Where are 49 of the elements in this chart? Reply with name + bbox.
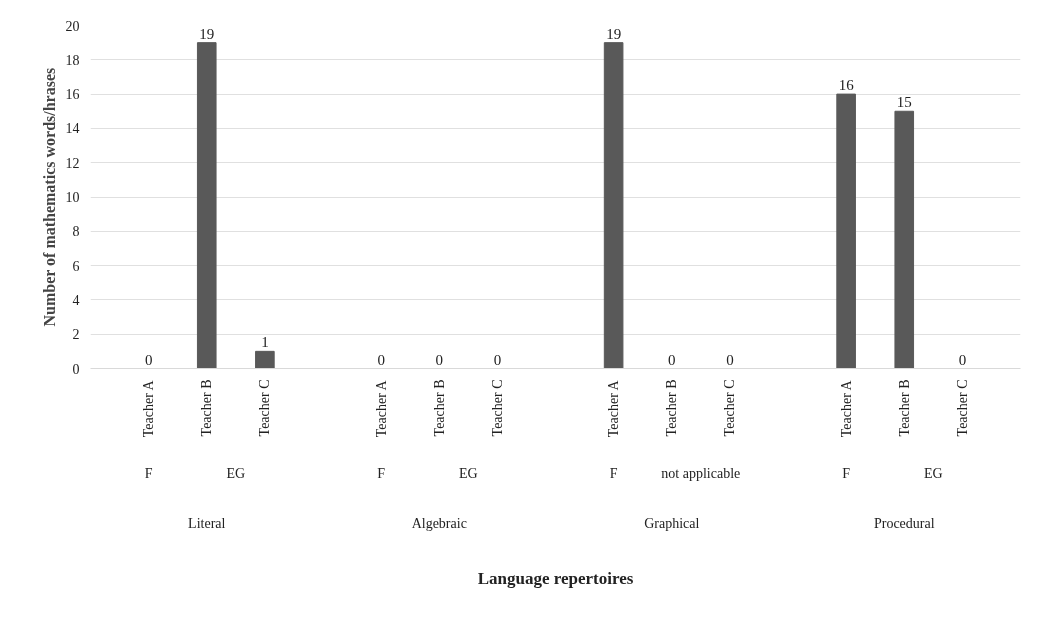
text: EG [923, 466, 943, 481]
text: F [842, 466, 851, 481]
y-tick-label: 6 [72, 258, 80, 274]
text: EG [458, 466, 478, 481]
text: EG [226, 466, 246, 481]
text: Literal [188, 515, 226, 531]
text: Graphical [644, 515, 700, 531]
text: F [377, 466, 386, 481]
y-tick-label: 2 [72, 327, 80, 343]
y-axis-title: Number of mathematics words/hrases [40, 67, 58, 327]
data-label: 0 [668, 351, 676, 368]
x-tick-label: Teacher A [838, 379, 854, 438]
data-label: 0 [144, 351, 153, 368]
data-label: 0 [493, 351, 502, 368]
data-label: 0 [377, 351, 385, 368]
x-tick-label: Teacher C [257, 379, 273, 437]
data-label: 16 [838, 77, 855, 94]
x-tick-label: Teacher C [722, 379, 738, 437]
y-tick-label: 12 [65, 155, 80, 171]
data-label: 0 [435, 351, 443, 368]
text: F [144, 466, 153, 481]
x-tick-label: Teacher B [664, 379, 680, 437]
y-tick-label: 0 [72, 361, 80, 377]
text: Language repertoires [477, 568, 634, 588]
data-label: 19 [606, 25, 622, 42]
y-tick-label: 18 [65, 52, 80, 68]
x-tick-label: Teacher A [373, 379, 389, 438]
y-tick-label: 14 [65, 121, 80, 137]
data-label: 0 [726, 351, 734, 368]
text: not applicable [661, 466, 741, 481]
y-tick-label: 16 [65, 87, 80, 103]
data-label: 1 [261, 334, 269, 351]
y-tick-label: 8 [72, 224, 80, 240]
x-tick-label: Teacher B [199, 379, 215, 437]
x-tick-label: Teacher A [141, 379, 157, 438]
text: Procedural [873, 515, 935, 531]
x-tick-label: Teacher C [489, 379, 505, 437]
text: F [609, 466, 618, 481]
y-tick-label: 4 [72, 292, 80, 308]
data-label: 19 [199, 25, 215, 42]
data-label: 0 [958, 351, 967, 368]
x-tick-label: Teacher B [896, 379, 912, 437]
y-tick-label: 10 [65, 190, 80, 205]
y-tick-label: 20 [65, 18, 80, 34]
x-tick-label: Teacher A [606, 379, 622, 438]
data-label: 15 [896, 94, 912, 111]
x-tick-label: Teacher B [431, 379, 447, 437]
text: Algebraic [411, 515, 467, 531]
x-tick-label: Teacher C [954, 379, 970, 437]
